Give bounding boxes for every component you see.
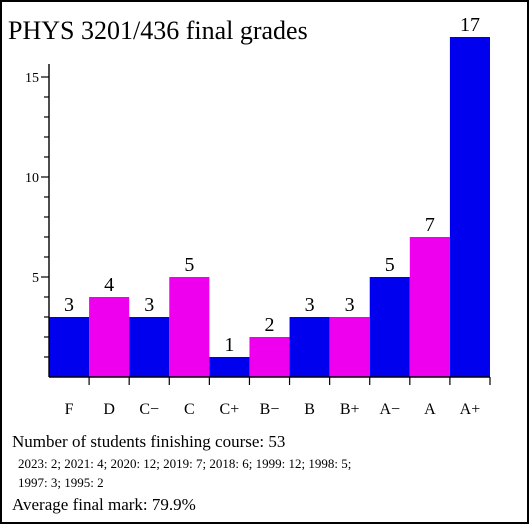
students-count-text: Number of students finishing course: 53: [12, 432, 286, 451]
students-by-year-text: 2023: 2; 2021: 4; 2020: 12; 2019: 7; 201…: [12, 454, 517, 492]
students-by-year-line-1: 2023: 2; 2021: 4; 2020: 12; 2019: 7; 201…: [18, 456, 352, 471]
course-summary: Number of students finishing course: 53 …: [12, 432, 517, 515]
bar-value-label-0: 3: [64, 294, 74, 316]
bar-value-label-1: 4: [104, 274, 114, 296]
bar-8: [369, 277, 410, 377]
category-label-8: A−: [379, 401, 400, 418]
bar-value-label-7: 3: [345, 294, 355, 316]
category-label-6: B: [304, 401, 315, 418]
bar-value-label-8: 5: [385, 254, 395, 276]
bar-value-label-10: 17: [460, 14, 480, 36]
y-tick-label-15: 15: [25, 71, 39, 86]
category-label-7: B+: [340, 401, 360, 418]
category-label-4: C+: [220, 401, 240, 418]
students-by-year-line-2: 1997: 3; 1995: 2: [18, 475, 104, 490]
category-label-5: B−: [260, 401, 280, 418]
category-label-10: A+: [460, 401, 481, 418]
y-tick-label-10: 10: [25, 171, 39, 186]
labels-layer: 3 4 3 5 1 2 3 3 5 7 17 5 10 15 F D C− C C+ B− B B+ A− A A+: [25, 14, 480, 418]
category-label-0: F: [65, 401, 74, 418]
bar-value-label-9: 7: [425, 214, 435, 236]
bar-value-label-5: 2: [265, 314, 275, 336]
bar-5: [249, 337, 290, 377]
bar-value-label-4: 1: [224, 334, 234, 356]
average-mark-text: Average final mark: 79.9%: [12, 495, 196, 514]
category-label-3: C: [184, 401, 195, 418]
chart-title: PHYS 3201/436 final grades: [8, 16, 308, 45]
grade-chart: PHYS 3201/436 final grades 3 4 3 5 1 2 3 3 5 7 17 5…: [8, 14, 491, 418]
bar-0: [49, 317, 90, 377]
bar-9: [409, 237, 450, 377]
bar-4: [209, 357, 250, 377]
bar-7: [329, 317, 370, 377]
axes-layer: [41, 64, 491, 385]
bar-3: [169, 277, 210, 377]
bars-layer: [49, 37, 490, 377]
y-tick-label-5: 5: [32, 271, 39, 286]
category-label-2: C−: [139, 401, 159, 418]
bar-6: [289, 317, 330, 377]
bar-1: [89, 297, 130, 377]
category-label-9: A: [424, 401, 436, 418]
bar-value-label-3: 5: [184, 254, 194, 276]
category-label-1: D: [103, 401, 115, 418]
bar-2: [129, 317, 170, 377]
bar-10: [449, 37, 490, 377]
bar-value-label-2: 3: [144, 294, 154, 316]
bar-value-label-6: 3: [305, 294, 315, 316]
